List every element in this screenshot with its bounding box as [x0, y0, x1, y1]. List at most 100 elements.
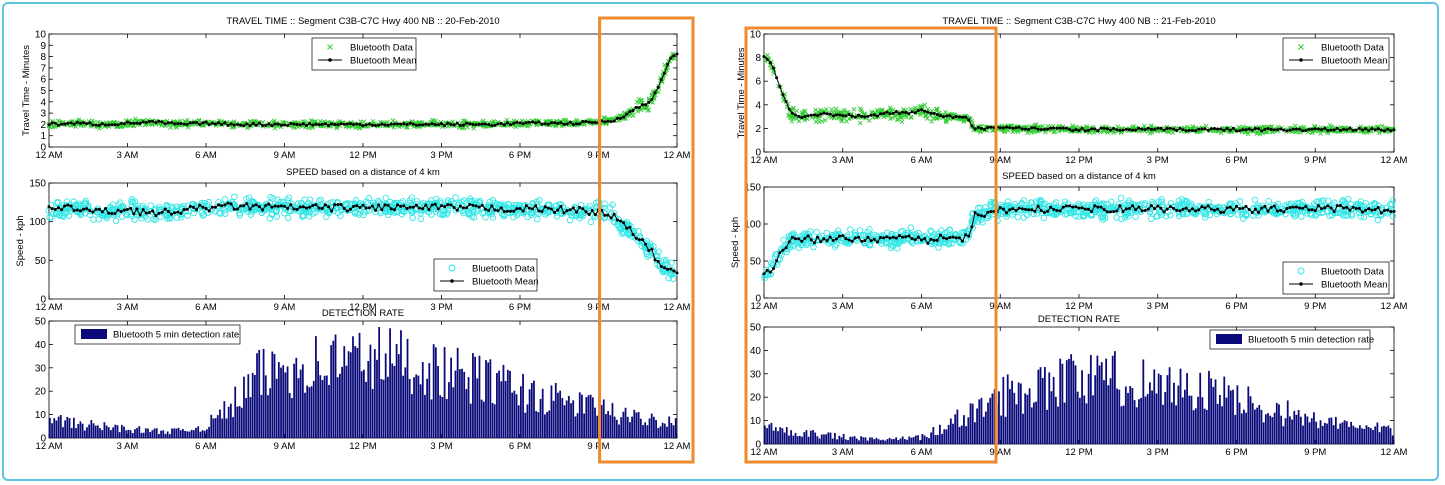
detection-bar: [550, 385, 553, 438]
mean-point: [853, 236, 857, 240]
data-point: [428, 211, 435, 218]
detection-bar: [129, 430, 132, 438]
data-point: [823, 107, 829, 112]
data-point: [173, 214, 181, 222]
mean-point: [1231, 126, 1235, 130]
detection-bar: [234, 386, 237, 438]
mean-point: [471, 203, 475, 207]
data-point: [144, 216, 151, 223]
speed-plot-frame: [48, 182, 678, 300]
mean-point: [1288, 128, 1292, 132]
mean-point: [386, 123, 390, 127]
data-point: [536, 196, 543, 204]
mean-point: [191, 205, 195, 209]
detection-bar: [574, 416, 577, 438]
mean-point: [781, 248, 785, 252]
mean-point: [1206, 128, 1210, 132]
detection-bar: [347, 351, 350, 438]
detection-bar: [321, 379, 324, 438]
detection-bar: [219, 409, 221, 438]
mean-point: [1203, 127, 1207, 131]
mean-point: [60, 122, 64, 126]
mean-point: [860, 239, 864, 243]
mean-point: [176, 122, 180, 126]
detection-bar: [177, 427, 180, 438]
detection-bar: [160, 430, 162, 438]
mean-point: [53, 121, 57, 125]
detection-bar: [262, 348, 265, 438]
mean-point: [904, 110, 908, 114]
mean-point: [261, 123, 265, 127]
data-point: [385, 211, 392, 219]
speed-title: SPEED based on a distance of 4 km: [1002, 171, 1156, 182]
data-point: [266, 215, 274, 222]
mean-point: [63, 204, 67, 208]
data-point: [934, 106, 939, 112]
detection-bar: [212, 418, 215, 438]
mean-point: [292, 122, 296, 126]
mean-point: [948, 236, 952, 240]
mean-point: [430, 122, 434, 126]
mean-point: [113, 123, 117, 127]
mean-point: [765, 57, 769, 61]
data-point: [504, 201, 512, 208]
detection-bar: [319, 375, 322, 438]
y-tick-label: 100: [29, 217, 46, 228]
mean-point: [1020, 127, 1024, 131]
mean-point: [1386, 208, 1390, 212]
y-tick-label: 8: [40, 52, 46, 63]
data-point: [566, 216, 574, 224]
mean-point: [809, 238, 813, 242]
mean-point: [1291, 127, 1295, 131]
detection-bar: [360, 371, 363, 438]
mean-point: [960, 115, 964, 119]
mean-point: [778, 251, 782, 255]
mean-point: [298, 123, 302, 127]
mean-point: [220, 204, 224, 208]
detection-legend: Bluetooth 5 min detection rate: [74, 324, 241, 345]
detection-bar: [583, 413, 586, 438]
mean-point: [505, 121, 509, 125]
detection-bar: [452, 387, 455, 438]
mean-point: [348, 207, 352, 211]
mean-point: [913, 111, 917, 115]
x-tick-label: 6 PM: [1225, 301, 1247, 312]
data-point: [838, 109, 844, 115]
mean-point: [279, 123, 283, 127]
mean-point: [923, 237, 927, 241]
detection-bar: [99, 428, 101, 438]
data-point: [352, 197, 360, 204]
mean-point: [1055, 126, 1059, 130]
detection-bar: [120, 424, 123, 438]
mean-point: [364, 123, 368, 127]
travel-ylabel: Travel Time - Minutes: [21, 45, 32, 136]
mean-point: [1285, 207, 1289, 211]
mean-point: [509, 209, 513, 213]
mean-point: [474, 204, 478, 208]
mean-point: [283, 204, 286, 208]
mean-point: [147, 119, 151, 123]
detection-bar: [118, 432, 121, 438]
detection-bar: [352, 336, 354, 438]
mean-point: [1137, 126, 1141, 130]
detection-bar: [284, 372, 287, 438]
detection-bar: [463, 371, 466, 438]
mean-point: [901, 235, 905, 239]
mean-point: [386, 203, 390, 207]
mean-point: [1288, 205, 1292, 209]
data-point: [765, 52, 770, 58]
detection-bar: [306, 385, 309, 438]
mean-point: [1216, 127, 1220, 131]
data-point: [899, 119, 905, 125]
x-tick-label: 9 PM: [1304, 155, 1326, 166]
mean-point: [1030, 208, 1034, 212]
mean-point: [1351, 205, 1355, 209]
mean-point: [825, 112, 829, 116]
mean-point: [229, 122, 233, 126]
mean-point: [47, 123, 51, 127]
mean-point: [88, 121, 92, 125]
data-point: [582, 207, 589, 214]
detection-bar: [476, 378, 479, 438]
detection-bar: [179, 430, 182, 438]
data-point: [342, 201, 350, 209]
